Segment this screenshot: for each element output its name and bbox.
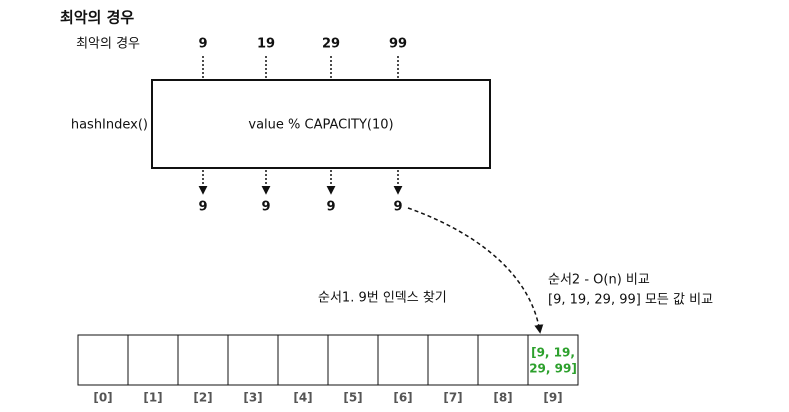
title: 최악의 경우 [60, 9, 134, 27]
array-cell [227, 334, 279, 386]
array-cell [427, 334, 479, 386]
generated: 9 19 29 999 9 9 9[0] [1] [2] [3] [4] [5] [6] [7] [8] [9… [77, 37, 579, 405]
step2-detail: [9, 19, 29, 99] 모든 값 비교 [548, 293, 713, 308]
array-index: [2] [193, 391, 212, 405]
array-index: [9] [543, 391, 562, 405]
input-label: 최악의 경우 [76, 37, 140, 52]
function-body: value % CAPACITY(10) [248, 118, 393, 133]
array-cell [377, 334, 429, 386]
array-cell [127, 334, 179, 386]
array-cell [327, 334, 379, 386]
array-cell-content: [9, 19, [531, 346, 575, 360]
input-value: 9 [198, 37, 207, 52]
array-index: [6] [393, 391, 412, 405]
array-index: [7] [443, 391, 462, 405]
array-cell [477, 334, 529, 386]
array-index: [8] [493, 391, 512, 405]
input-value: 19 [257, 37, 275, 52]
output-value: 9 [261, 200, 270, 215]
search-arrow [407, 207, 544, 334]
array-index: [0] [93, 391, 112, 405]
array-cell [77, 334, 129, 386]
function-label: hashIndex() [71, 118, 148, 133]
array-index: [1] [143, 391, 162, 405]
array-cell-content: 29, 99] [529, 362, 577, 376]
output-value: 9 [198, 200, 207, 215]
output-value: 9 [393, 200, 402, 215]
array-index: [5] [343, 391, 362, 405]
output-value: 9 [326, 200, 335, 215]
input-value: 29 [322, 37, 340, 52]
array-cell [527, 334, 579, 386]
input-value: 99 [389, 37, 407, 52]
array-cell [177, 334, 229, 386]
array-index: [4] [293, 391, 312, 405]
step2-title: 순서2 - O(n) 비교 [548, 273, 650, 288]
function-box [151, 79, 491, 169]
array-index: [3] [243, 391, 262, 405]
array-cell [277, 334, 329, 386]
step1: 순서1. 9번 인덱스 찾기 [318, 291, 447, 306]
